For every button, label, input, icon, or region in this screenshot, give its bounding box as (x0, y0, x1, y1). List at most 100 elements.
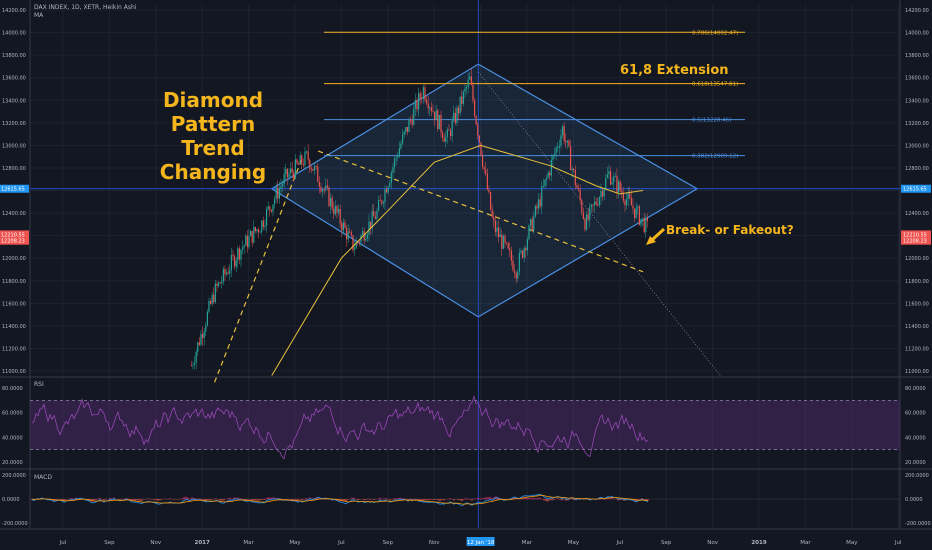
candle-body (286, 168, 288, 178)
y-tick-right: 11200.00 (905, 346, 929, 352)
macd-histogram-bar (161, 499, 163, 500)
candle-body (616, 175, 618, 193)
candle-body (568, 140, 570, 147)
macd-histogram-bar (487, 497, 489, 500)
candle-body (272, 204, 274, 212)
macd-histogram-bar (295, 499, 297, 501)
candle-body (256, 229, 258, 232)
candle-body (205, 325, 207, 332)
macd-tick-left: 200.0000 (2, 473, 26, 479)
candle-body (369, 221, 372, 229)
candle-body (523, 247, 525, 258)
candle-body (509, 248, 511, 251)
candle-body (473, 100, 476, 117)
candles (190, 68, 648, 370)
candle-body (408, 119, 410, 132)
candle-body (294, 159, 296, 178)
macd-histogram-bar (147, 498, 149, 500)
macd-histogram-bar (281, 499, 283, 500)
macd-histogram-bar (211, 499, 213, 500)
macd-histogram-bar (481, 498, 483, 500)
candle-body (309, 159, 311, 169)
macd-histogram-bar (441, 499, 443, 501)
candle-body (461, 96, 463, 104)
macd-histogram-bar (203, 499, 205, 501)
candle-body (432, 111, 434, 112)
macd-histogram-bar (527, 497, 529, 500)
macd-histogram-bar (459, 499, 461, 501)
macd-histogram-bar (237, 497, 239, 500)
candle-body (321, 189, 324, 192)
macd-histogram-bar (433, 499, 435, 500)
candle-body (237, 248, 239, 261)
macd-histogram-bar (555, 498, 557, 500)
macd-histogram-bar (173, 499, 175, 500)
candle-body (254, 227, 256, 232)
candle-body (312, 168, 314, 171)
candle-body (557, 147, 559, 149)
y-tick-right: 11000.00 (905, 369, 929, 375)
candle-body (497, 227, 500, 238)
candle-body (403, 131, 405, 135)
price-box-left (0, 230, 29, 239)
candle-body (328, 187, 330, 207)
candle-body (507, 243, 509, 249)
candle-body (464, 88, 466, 92)
candle-body (462, 91, 464, 104)
candle-body (499, 234, 501, 238)
macd-histogram-bar (617, 499, 619, 501)
candle-body (259, 231, 261, 233)
x-tick-label: Mar (243, 540, 254, 546)
candle-body (601, 190, 604, 197)
candle-body (195, 351, 197, 363)
candle-body (427, 103, 429, 109)
candle-body (489, 192, 492, 210)
macd-histogram-bar (229, 497, 231, 500)
macd-histogram-bar (537, 497, 539, 500)
macd-histogram-bar (363, 499, 365, 501)
macd-histogram-bar (141, 499, 143, 501)
macd-histogram-bar (439, 499, 441, 502)
candle-body (590, 204, 592, 207)
candle-body (325, 185, 327, 190)
candle-body (438, 114, 440, 130)
macd-histogram-bar (553, 499, 555, 500)
candle-body (443, 137, 445, 142)
candle-body (200, 333, 202, 345)
macd-histogram-bar (643, 499, 645, 500)
candle-body (625, 199, 628, 206)
y-tick-left: 13800.00 (2, 53, 26, 59)
macd-histogram-bar (539, 497, 541, 500)
macd-histogram-bar (95, 499, 97, 500)
candle-body (192, 364, 194, 366)
candle-body (281, 183, 284, 187)
rsi-legend[interactable]: RSI (34, 381, 44, 388)
moving-average (271, 144, 644, 376)
macd-legend[interactable]: MACD (34, 474, 52, 481)
candle-body (273, 198, 276, 205)
macd-histogram-bar (421, 499, 423, 501)
macd-histogram-bar (139, 499, 141, 501)
macd-histogram-bar (409, 498, 411, 500)
macd-histogram-bar (193, 497, 195, 500)
x-tick-highlight (466, 537, 495, 546)
symbol-legend[interactable]: DAX INDEX, 1D, XETR, Heikin Ashi MA (34, 4, 136, 20)
x-tick-label: Sep (104, 540, 115, 546)
candle-body (337, 209, 340, 213)
macd-histogram-bar (385, 498, 387, 500)
macd-histogram-bar (111, 498, 113, 500)
macd-histogram-bar (373, 499, 375, 500)
macd-histogram-bar (491, 498, 493, 500)
candle-body (390, 172, 392, 183)
y-tick-right: 13200.00 (905, 121, 929, 127)
candle-body (339, 209, 341, 224)
macd-histogram-bar (257, 499, 259, 501)
macd-histogram-bar (529, 498, 531, 500)
macd-histogram-bar (103, 499, 105, 501)
macd-histogram-bar (249, 499, 251, 500)
macd-histogram-bar (351, 497, 353, 500)
macd-histogram-bar (133, 499, 135, 501)
extension-label: 61,8 Extension (620, 63, 729, 78)
candle-body (213, 294, 215, 303)
candle-body (592, 204, 594, 206)
